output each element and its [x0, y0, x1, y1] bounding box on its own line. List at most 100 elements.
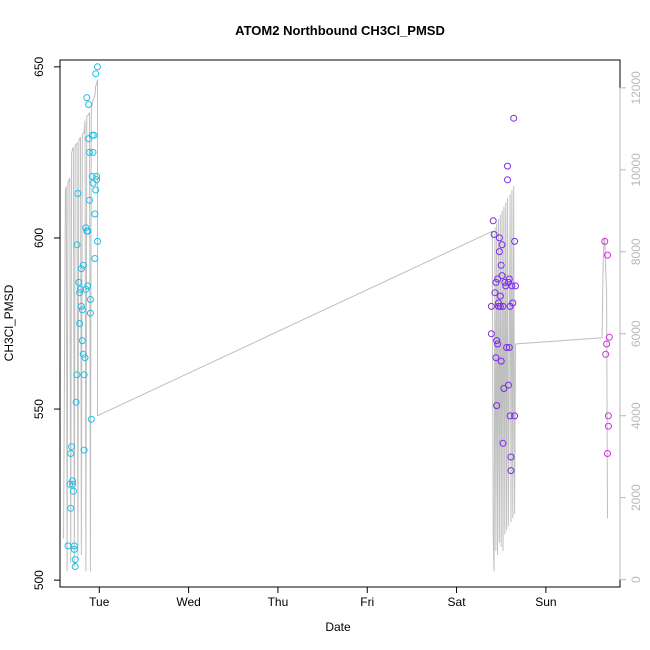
x-tick-label: Thu: [268, 595, 289, 609]
right-y-tick-label: 10000: [629, 153, 643, 187]
data-point-series-1: [67, 504, 75, 512]
data-point-series-1: [73, 371, 81, 379]
data-point-series-2: [494, 275, 502, 283]
data-point-series-2: [511, 412, 519, 420]
data-point-series-1: [82, 285, 90, 293]
data-point-series-2: [492, 354, 500, 362]
data-point-series-1: [78, 337, 86, 345]
data-point-series-2: [511, 237, 519, 245]
data-point-series-2: [505, 275, 513, 283]
data-point-series-2: [509, 299, 517, 307]
data-points-layer: [64, 63, 613, 570]
data-point-series-2: [496, 302, 504, 310]
data-point-series-1: [84, 227, 92, 235]
x-tick-label: Sun: [535, 595, 556, 609]
x-tick-label: Wed: [176, 595, 200, 609]
chart-title: ATOM2 Northbound CH3Cl_PMSD: [235, 23, 445, 38]
data-point-series-2: [497, 261, 505, 269]
data-point-series-1: [81, 354, 89, 362]
data-point-series-1: [83, 94, 91, 102]
data-point-series-1: [82, 224, 90, 232]
data-point-series-1: [80, 446, 88, 454]
data-point-series-1: [68, 443, 76, 451]
data-point-series-2: [490, 231, 498, 238]
data-point-series-2: [501, 278, 509, 286]
data-point-series-1: [70, 545, 78, 553]
secondary-line-layer: [63, 79, 608, 572]
data-point-series-2: [507, 453, 515, 461]
data-point-series-1: [92, 186, 100, 194]
right-y-tick-label: 2000: [629, 484, 643, 511]
data-point-series-2: [494, 340, 502, 348]
data-point-series-1: [67, 450, 75, 457]
data-point-series-3: [602, 350, 610, 358]
data-point-series-1: [79, 350, 87, 358]
data-point-series-1: [75, 278, 83, 286]
right-y-tick-label: 4000: [629, 402, 643, 429]
data-point-series-3: [605, 333, 613, 341]
data-point-series-2: [499, 302, 507, 310]
data-point-series-2: [506, 412, 514, 420]
data-point-series-1: [71, 563, 79, 570]
data-point-series-1: [77, 265, 85, 273]
right-y-tick-label: 12000: [629, 71, 643, 105]
y-tick-label: 550: [32, 399, 46, 419]
data-point-series-1: [72, 398, 80, 406]
y-tick-label: 500: [32, 570, 46, 590]
data-point-series-2: [499, 439, 507, 447]
x-tick-label: Fri: [360, 595, 374, 609]
data-point-series-1: [76, 320, 84, 327]
x-axis-label: Date: [325, 620, 351, 634]
data-point-series-1: [92, 70, 100, 78]
data-point-series-2: [504, 278, 512, 286]
data-point-series-2: [493, 402, 501, 410]
data-point-series-1: [86, 148, 93, 156]
data-point-series-2: [492, 278, 500, 286]
data-point-series-1: [69, 480, 76, 488]
data-point-series-1: [85, 101, 93, 108]
data-point-series-2: [508, 282, 516, 290]
right-y-tick-label: 8000: [629, 238, 643, 265]
data-point-series-1: [94, 237, 101, 245]
data-point-series-2: [496, 292, 504, 300]
data-point-series-2: [504, 381, 512, 389]
data-point-series-1: [88, 172, 96, 180]
data-point-series-1: [91, 210, 99, 218]
data-point-series-2: [503, 344, 511, 351]
data-point-series-1: [74, 190, 82, 197]
data-point-series-3: [604, 412, 612, 420]
data-point-series-1: [89, 148, 97, 156]
y-tick-label: 600: [32, 228, 46, 248]
right-y-tick-label: 6000: [629, 320, 643, 347]
data-point-series-1: [69, 487, 77, 495]
secondary-series-line: [63, 79, 608, 572]
data-point-series-2: [493, 337, 501, 345]
data-point-series-1: [87, 415, 95, 423]
data-point-series-1: [80, 371, 88, 379]
data-point-series-1: [79, 261, 87, 269]
data-point-series-1: [90, 131, 98, 139]
data-point-series-2: [505, 344, 513, 351]
data-point-series-3: [604, 251, 611, 259]
data-point-series-2: [487, 302, 495, 310]
data-point-series-3: [604, 450, 611, 457]
data-point-series-1: [78, 306, 86, 314]
data-point-series-3: [604, 422, 612, 430]
data-point-series-2: [504, 162, 511, 170]
data-point-series-1: [94, 63, 101, 71]
data-point-series-1: [71, 556, 79, 564]
data-point-series-1: [93, 172, 101, 180]
data-point-series-2: [510, 114, 518, 122]
data-point-series-2: [512, 282, 519, 290]
plot-frame: [59, 59, 621, 588]
data-point-series-1: [86, 296, 94, 303]
data-point-series-1: [70, 542, 78, 550]
data-point-series-1: [91, 255, 99, 262]
data-point-series-2: [491, 289, 499, 297]
data-point-series-2: [498, 272, 506, 280]
data-point-series-2: [497, 357, 505, 365]
data-point-series-1: [86, 196, 93, 204]
data-point-series-2: [495, 248, 503, 256]
x-tick-label: Tue: [89, 595, 110, 609]
